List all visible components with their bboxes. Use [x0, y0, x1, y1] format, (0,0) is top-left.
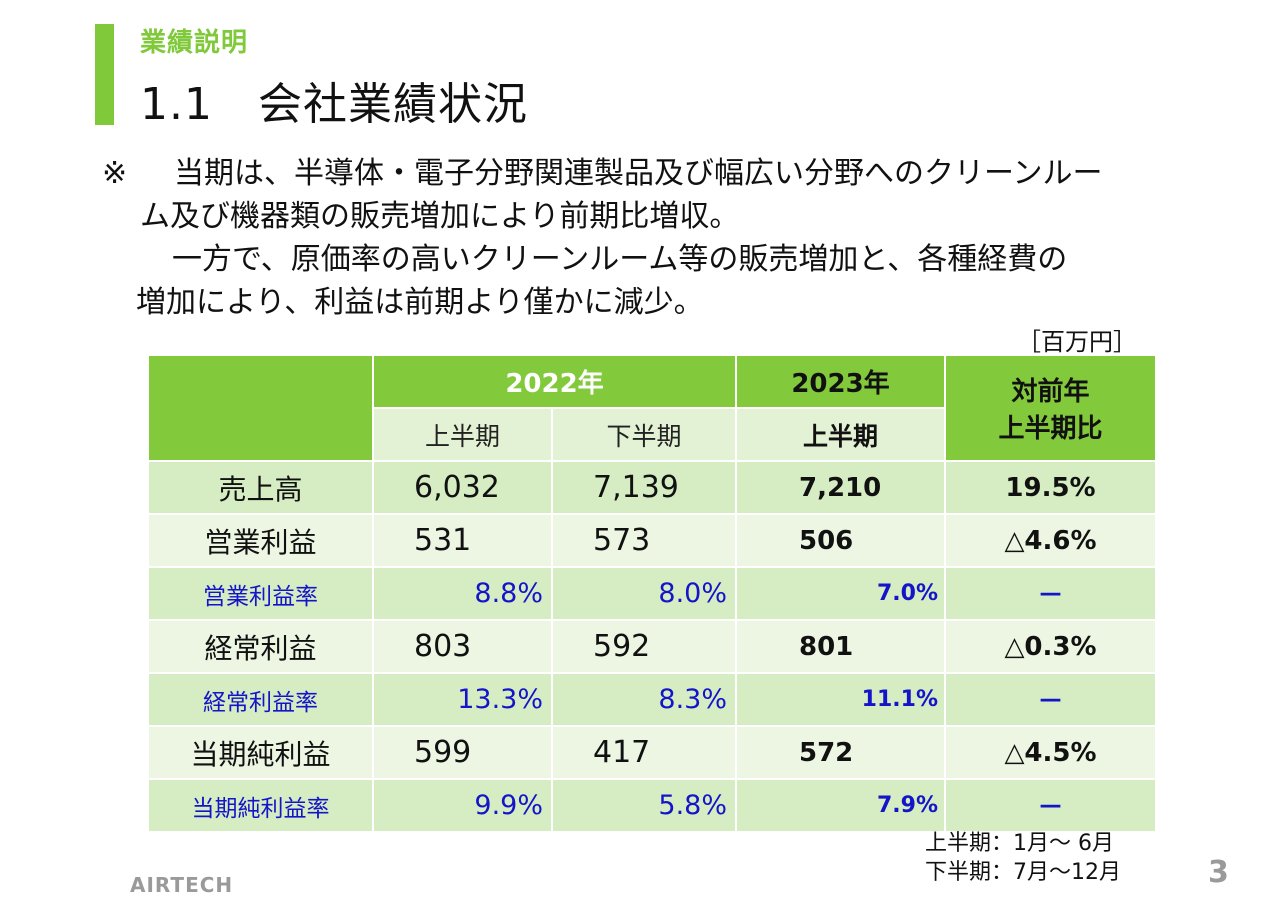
cell-h1-2023: 7,210 — [735, 460, 946, 515]
cell-h1-2022: 8.8% — [372, 566, 553, 621]
row-label: 当期純利益 — [147, 725, 374, 780]
cell-yoy: － — [944, 672, 1157, 727]
header-2022-h2: 下半期 — [551, 407, 737, 462]
section-label: 業績説明 — [140, 28, 249, 58]
row-label: 経常利益 — [147, 619, 374, 674]
corner-cell — [147, 354, 374, 462]
table-row: 売上高 6,032 7,139 7,210 19.5% — [147, 460, 1157, 515]
table-row: 営業利益率 8.8% 8.0% 7.0% － — [147, 566, 1157, 621]
table-row: 当期純利益 599 417 572 △4.5% — [147, 725, 1157, 780]
header-compare-line2: 上半期比 — [998, 414, 1103, 444]
cell-h1-2023: 572 — [735, 725, 946, 780]
cell-h1-2022: 13.3% — [372, 672, 553, 727]
unit-label: ［百万円］ — [1017, 328, 1137, 356]
cell-h1-2023: 7.0% — [735, 566, 946, 621]
header-2022: 2022年 — [372, 354, 737, 409]
period-legend: 上半期：1月～ 6月 下半期：7月～12月 — [925, 829, 1121, 887]
cell-h2-2022: 573 — [551, 513, 737, 568]
cell-yoy: △4.6% — [944, 513, 1157, 568]
results-table: 2022年 2023年 対前年 上半期比 上半期 下半期 上半期 売上高 6,0… — [147, 354, 1157, 833]
page-title: 1.1 会社業績状況 — [140, 79, 528, 130]
cell-h1-2023: 11.1% — [735, 672, 946, 727]
cell-h1-2022: 9.9% — [372, 778, 553, 833]
page-number: 3 — [1208, 855, 1229, 890]
cell-h1-2023: 7.9% — [735, 778, 946, 833]
table-row: 当期純利益率 9.9% 5.8% 7.9% － — [147, 778, 1157, 833]
note-text-1: 当期は、半導体・電子分野関連製品及び幅広い分野へのクリーンルー — [174, 156, 1103, 191]
row-label: 営業利益率 — [147, 566, 374, 621]
row-label: 経常利益率 — [147, 672, 374, 727]
cell-h2-2022: 417 — [551, 725, 737, 780]
cell-yoy: － — [944, 566, 1157, 621]
header-2022-h1: 上半期 — [372, 407, 553, 462]
cell-yoy: － — [944, 778, 1157, 833]
row-label: 営業利益 — [147, 513, 374, 568]
cell-yoy: △4.5% — [944, 725, 1157, 780]
note-line-4: 増加により、利益は前期より僅かに減少。 — [136, 285, 704, 320]
cell-h2-2022: 8.0% — [551, 566, 737, 621]
table-row: 経常利益 803 592 801 △0.3% — [147, 619, 1157, 674]
cell-h2-2022: 7,139 — [551, 460, 737, 515]
cell-h2-2022: 8.3% — [551, 672, 737, 727]
row-label: 売上高 — [147, 460, 374, 515]
note-line-2: ム及び機器類の販売増加により前期比増収。 — [140, 199, 740, 234]
cell-yoy: 19.5% — [944, 460, 1157, 515]
cell-h2-2022: 5.8% — [551, 778, 737, 833]
header-compare: 対前年 上半期比 — [944, 354, 1157, 462]
notes-paragraph: ※ 当期は、半導体・電子分野関連製品及び幅広い分野へのクリーンルー ム及び機器類の… — [102, 152, 1222, 324]
note-line-3: 一方で、原価率の高いクリーンルーム等の販売増加と、各種経費の — [172, 242, 1068, 277]
cell-h1-2022: 6,032 — [372, 460, 553, 515]
row-label: 当期純利益率 — [147, 778, 374, 833]
cell-h1-2022: 531 — [372, 513, 553, 568]
cell-h1-2022: 803 — [372, 619, 553, 674]
note-mark: ※ — [102, 156, 128, 191]
cell-h1-2023: 506 — [735, 513, 946, 568]
cell-yoy: △0.3% — [944, 619, 1157, 674]
cell-h2-2022: 592 — [551, 619, 737, 674]
table-row: 営業利益 531 573 506 △4.6% — [147, 513, 1157, 568]
cell-h1-2023: 801 — [735, 619, 946, 674]
company-logo: AIRTECH — [130, 873, 234, 897]
header-row-1: 2022年 2023年 対前年 上半期比 — [147, 354, 1157, 462]
legend-second-half: 下半期：7月～12月 — [925, 860, 1121, 885]
cell-h1-2022: 599 — [372, 725, 553, 780]
header-compare-line1: 対前年 — [1011, 377, 1090, 407]
table-row: 経常利益率 13.3% 8.3% 11.1% － — [147, 672, 1157, 727]
header-2023: 2023年 — [735, 354, 946, 409]
header-2023-h1: 上半期 — [735, 407, 946, 462]
note-line-1: ※ 当期は、半導体・電子分野関連製品及び幅広い分野へのクリーンルー — [102, 152, 1222, 195]
accent-bar — [95, 24, 114, 125]
legend-first-half: 上半期：1月～ 6月 — [925, 831, 1114, 856]
header-row-2: 上半期 下半期 上半期 — [148, 407, 1156, 462]
